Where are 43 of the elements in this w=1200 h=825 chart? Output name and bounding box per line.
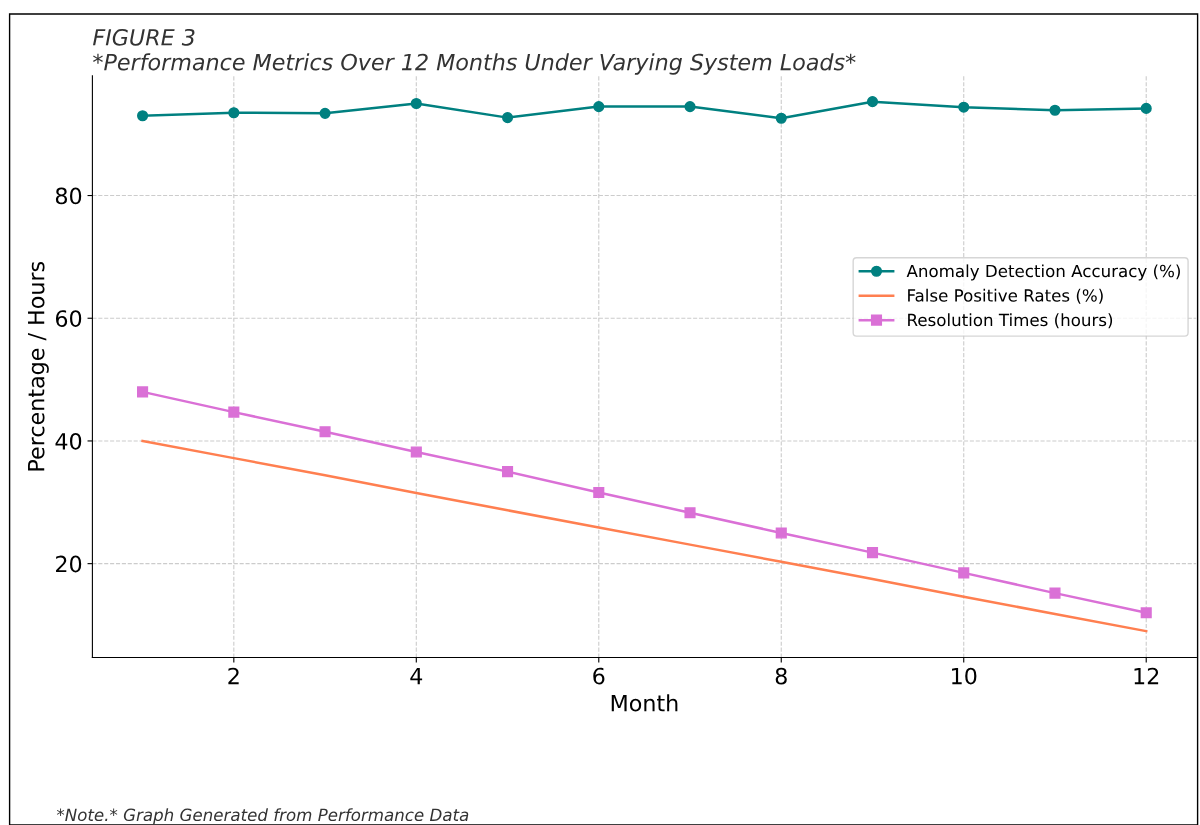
point: [958, 567, 970, 579]
x-axis-title: Month: [611, 694, 678, 712]
y-tick-label: 40: [55, 432, 82, 450]
point: [137, 386, 149, 398]
y-tick-label: 20: [56, 555, 82, 573]
point: [866, 96, 879, 108]
point: [684, 507, 696, 519]
legend-label: False Positive Rates (%): [908, 288, 1103, 304]
point: [319, 107, 331, 119]
point: [137, 110, 149, 122]
point: [1140, 607, 1152, 619]
x-tick-label: 12: [1134, 667, 1159, 685]
point: [410, 446, 422, 458]
point: [958, 101, 970, 113]
point: [684, 101, 696, 113]
x-tick-label: 6: [593, 667, 605, 685]
x-tick-label: 4: [410, 667, 423, 685]
point: [501, 466, 514, 478]
x-tick-label: 10: [952, 667, 977, 685]
point: [593, 486, 605, 499]
text: *Note.* Graph Generated from Performance Data: [56, 808, 469, 825]
y-tick-label: 60: [55, 310, 82, 327]
legend-label: Resolution Times (hours): [908, 313, 1113, 329]
point: [410, 97, 422, 110]
y-axis-title: Percentage / Hours: [28, 261, 49, 471]
point: [1049, 587, 1061, 599]
legend-label: Anomaly Detection Accuracy (%): [906, 264, 1180, 281]
chart-title: FIGURE 3: [93, 28, 195, 46]
chart-subtitle: *Performance Metrics Over 12 Months Under Varying System Loads*: [93, 53, 856, 75]
point: [775, 527, 787, 539]
point: [501, 112, 514, 124]
point: [593, 101, 605, 113]
point: [1049, 104, 1061, 116]
point: [866, 547, 879, 559]
point: [228, 107, 240, 119]
line-series: [141, 439, 1148, 633]
x-tick-label: 2: [228, 667, 239, 685]
x-tick-label: 8: [775, 667, 787, 685]
point: [319, 426, 331, 438]
point: [775, 112, 787, 124]
point: [228, 406, 240, 418]
point: [1140, 102, 1152, 114]
y-tick-label: 80: [55, 187, 82, 205]
